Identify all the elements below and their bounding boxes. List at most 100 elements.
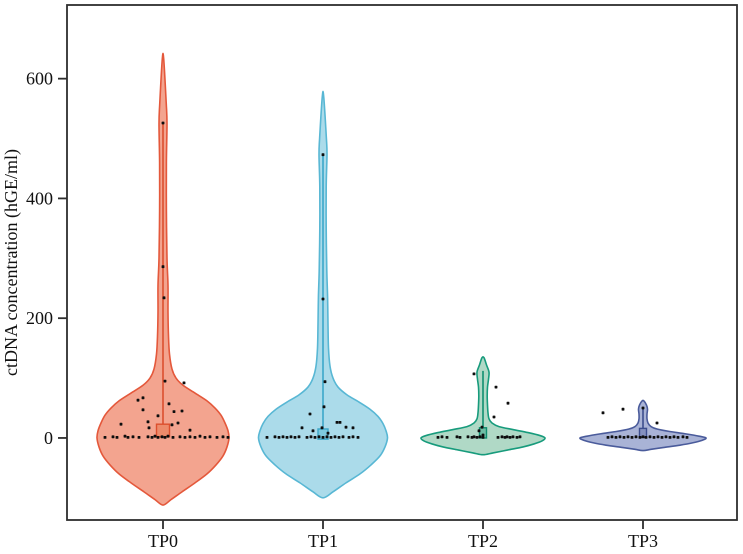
data-point-tp0 bbox=[178, 435, 182, 439]
x-category-label: TP3 bbox=[628, 531, 658, 551]
data-point-tp3 bbox=[610, 435, 614, 439]
data-point-tp3 bbox=[668, 436, 672, 439]
data-point-tp1 bbox=[338, 421, 342, 424]
data-point-tp0 bbox=[153, 434, 157, 438]
data-point-tp0 bbox=[141, 408, 145, 412]
data-point-tp0 bbox=[171, 436, 175, 439]
data-point-tp3 bbox=[634, 435, 638, 439]
data-point-tp2 bbox=[505, 435, 509, 439]
data-point-tp1 bbox=[321, 436, 325, 439]
data-point-tp0 bbox=[182, 381, 186, 385]
y-tick-label: 0 bbox=[44, 428, 53, 448]
data-point-tp3 bbox=[601, 411, 605, 415]
data-point-tp1 bbox=[285, 436, 289, 439]
data-point-tp0 bbox=[188, 435, 192, 439]
data-point-tp0 bbox=[198, 434, 202, 438]
data-point-tp1 bbox=[329, 436, 333, 439]
data-point-tp0 bbox=[147, 426, 151, 430]
data-point-tp3 bbox=[618, 435, 622, 439]
data-point-tp1 bbox=[335, 421, 339, 424]
plot-frame bbox=[66, 4, 738, 521]
data-point-tp2 bbox=[500, 435, 504, 439]
data-point-tp1 bbox=[300, 426, 304, 430]
data-point-tp3 bbox=[685, 436, 689, 439]
data-point-tp2 bbox=[440, 435, 444, 439]
data-point-tp0 bbox=[131, 435, 135, 439]
data-point-tp3 bbox=[622, 436, 626, 439]
data-point-tp1 bbox=[323, 380, 327, 384]
data-point-tp1 bbox=[351, 435, 355, 439]
data-point-tp0 bbox=[167, 402, 171, 406]
data-point-tp2 bbox=[481, 433, 485, 437]
data-point-tp0 bbox=[166, 434, 170, 438]
data-point-tp1 bbox=[311, 429, 315, 433]
data-point-tp0 bbox=[146, 435, 150, 439]
data-point-tp1 bbox=[337, 436, 341, 439]
data-point-tp1 bbox=[265, 436, 269, 439]
data-point-tp1 bbox=[321, 297, 325, 301]
data-point-tp1 bbox=[325, 435, 329, 439]
data-point-tp2 bbox=[478, 435, 482, 439]
x-category-label: TP1 bbox=[308, 531, 338, 551]
data-point-tp3 bbox=[676, 436, 680, 439]
data-point-tp3 bbox=[681, 435, 685, 439]
data-point-tp1 bbox=[321, 153, 325, 157]
data-point-tp2 bbox=[511, 435, 515, 439]
data-point-tp2 bbox=[494, 385, 498, 389]
data-point-tp2 bbox=[496, 436, 500, 439]
data-point-tp1 bbox=[308, 412, 312, 416]
data-point-tp1 bbox=[351, 426, 355, 430]
data-point-tp2 bbox=[506, 401, 510, 405]
x-category-label: TP2 bbox=[468, 531, 498, 551]
data-point-tp2 bbox=[518, 435, 522, 439]
data-point-tp0 bbox=[115, 436, 119, 439]
data-point-tp2 bbox=[480, 425, 484, 429]
data-point-tp0 bbox=[180, 409, 184, 413]
data-point-tp2 bbox=[472, 372, 476, 376]
data-point-tp0 bbox=[111, 435, 115, 439]
data-point-tp1 bbox=[320, 426, 324, 430]
data-point-tp1 bbox=[289, 435, 293, 439]
data-point-tp3 bbox=[614, 436, 618, 439]
data-point-tp0 bbox=[123, 434, 127, 438]
data-point-tp2 bbox=[436, 436, 440, 439]
data-point-tp2 bbox=[445, 436, 449, 439]
data-point-tp0 bbox=[188, 428, 192, 432]
data-point-tp1 bbox=[341, 435, 345, 439]
data-point-tp2 bbox=[481, 436, 485, 439]
data-point-tp2 bbox=[472, 435, 476, 439]
y-axis-title: ctDNA concentration (hGE/ml) bbox=[1, 149, 22, 376]
data-point-tp0 bbox=[226, 436, 230, 439]
data-point-tp0 bbox=[163, 379, 167, 383]
data-point-tp0 bbox=[137, 436, 141, 439]
data-point-tp0 bbox=[172, 410, 176, 413]
data-point-tp0 bbox=[162, 296, 166, 300]
data-point-tp1 bbox=[305, 436, 309, 439]
data-point-tp3 bbox=[664, 435, 668, 439]
data-point-tp0 bbox=[119, 422, 123, 426]
data-point-tp1 bbox=[333, 435, 337, 439]
data-point-tp3 bbox=[656, 435, 660, 439]
x-category-label: TP0 bbox=[148, 531, 178, 551]
data-point-tp2 bbox=[455, 435, 459, 439]
data-point-tp1 bbox=[344, 425, 348, 429]
data-point-tp0 bbox=[136, 398, 140, 402]
data-point-tp1 bbox=[322, 405, 326, 409]
data-point-tp1 bbox=[313, 436, 317, 439]
data-point-tp3 bbox=[655, 421, 659, 425]
data-point-tp0 bbox=[221, 435, 225, 439]
data-point-tp3 bbox=[652, 436, 656, 439]
data-point-tp3 bbox=[648, 435, 652, 439]
data-point-tp0 bbox=[126, 436, 130, 439]
data-point-tp0 bbox=[215, 436, 219, 439]
data-point-tp0 bbox=[161, 265, 165, 269]
data-point-tp0 bbox=[203, 436, 207, 439]
data-point-tp1 bbox=[273, 435, 277, 439]
data-point-tp0 bbox=[208, 435, 212, 439]
data-point-tp3 bbox=[621, 407, 625, 411]
data-point-tp1 bbox=[297, 435, 301, 439]
data-point-tp0 bbox=[193, 436, 197, 439]
y-tick-label: 600 bbox=[26, 69, 53, 89]
